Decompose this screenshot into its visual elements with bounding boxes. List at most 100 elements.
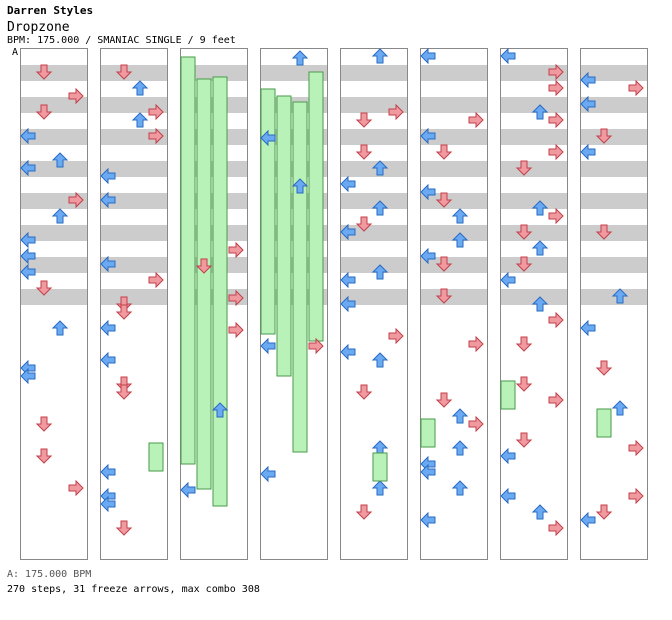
chart-meta: BPM: 175.000 / SMANIAC SINGLE / 9 feet xyxy=(7,35,236,46)
down-arrow-icon xyxy=(355,384,373,400)
beat-band xyxy=(101,161,167,177)
left-arrow-icon xyxy=(100,463,116,481)
up-arrow-icon xyxy=(51,320,69,336)
beat-band xyxy=(341,161,407,177)
up-arrow-icon xyxy=(51,208,69,224)
beat-band xyxy=(581,257,647,273)
freeze-arrow xyxy=(500,380,516,410)
left-arrow-icon xyxy=(340,295,356,313)
up-arrow-icon xyxy=(531,296,549,312)
beat-band xyxy=(341,289,407,305)
left-arrow-icon xyxy=(580,511,596,529)
beat-band xyxy=(181,65,247,81)
down-arrow-icon xyxy=(595,224,613,240)
down-arrow-icon xyxy=(115,64,133,80)
up-arrow-icon xyxy=(451,408,469,424)
right-arrow-icon xyxy=(548,111,564,129)
up-arrow-icon xyxy=(371,160,389,176)
beat-band xyxy=(21,65,87,81)
left-arrow-icon xyxy=(500,271,516,289)
left-arrow-icon xyxy=(420,511,436,529)
freeze-arrow xyxy=(420,418,436,448)
down-arrow-icon xyxy=(515,256,533,272)
down-arrow-icon xyxy=(595,504,613,520)
left-arrow-icon xyxy=(100,167,116,185)
beat-band xyxy=(421,289,487,305)
freeze-arrow xyxy=(180,56,196,465)
down-arrow-icon xyxy=(515,224,533,240)
beat-band xyxy=(501,257,567,273)
right-arrow-icon xyxy=(548,63,564,81)
left-arrow-icon xyxy=(20,159,36,177)
up-arrow-icon xyxy=(531,104,549,120)
down-arrow-icon xyxy=(595,128,613,144)
left-arrow-icon xyxy=(580,71,596,89)
beat-band xyxy=(581,193,647,209)
left-arrow-icon xyxy=(20,367,36,385)
down-arrow-icon xyxy=(435,288,453,304)
left-arrow-icon xyxy=(500,487,516,505)
beat-band xyxy=(501,289,567,305)
freeze-arrow xyxy=(596,408,612,438)
left-arrow-icon xyxy=(100,319,116,337)
right-arrow-icon xyxy=(148,127,164,145)
freeze-arrow xyxy=(372,452,388,482)
left-arrow-icon xyxy=(340,223,356,241)
up-arrow-icon xyxy=(211,402,229,418)
down-arrow-icon xyxy=(355,112,373,128)
up-arrow-icon xyxy=(451,480,469,496)
freeze-arrow xyxy=(212,76,228,507)
left-arrow-icon xyxy=(180,481,196,499)
beat-band xyxy=(581,289,647,305)
down-arrow-icon xyxy=(35,104,53,120)
beat-band xyxy=(421,65,487,81)
left-arrow-icon xyxy=(260,337,276,355)
beat-band xyxy=(341,129,407,145)
beat-band xyxy=(21,129,87,145)
left-arrow-icon xyxy=(20,263,36,281)
left-arrow-icon xyxy=(500,47,516,65)
beat-band xyxy=(581,161,647,177)
right-arrow-icon xyxy=(388,103,404,121)
artist-name: Darren Styles xyxy=(7,4,94,17)
up-arrow-icon xyxy=(371,200,389,216)
up-arrow-icon xyxy=(451,440,469,456)
right-arrow-icon xyxy=(548,391,564,409)
left-arrow-icon xyxy=(580,95,596,113)
beat-band xyxy=(581,129,647,145)
left-arrow-icon xyxy=(420,183,436,201)
down-arrow-icon xyxy=(515,432,533,448)
beat-band xyxy=(101,225,167,241)
right-arrow-icon xyxy=(468,111,484,129)
left-arrow-icon xyxy=(340,343,356,361)
right-arrow-icon xyxy=(228,321,244,339)
right-arrow-icon xyxy=(468,335,484,353)
up-arrow-icon xyxy=(291,178,309,194)
up-arrow-icon xyxy=(51,152,69,168)
beat-band xyxy=(21,289,87,305)
beat-band xyxy=(501,97,567,113)
beat-band xyxy=(421,161,487,177)
freeze-arrow xyxy=(308,71,324,342)
freeze-arrow xyxy=(196,78,212,490)
left-arrow-icon xyxy=(420,47,436,65)
right-arrow-icon xyxy=(228,241,244,259)
down-arrow-icon xyxy=(355,216,373,232)
up-arrow-icon xyxy=(131,80,149,96)
beat-band xyxy=(101,289,167,305)
beat-band xyxy=(421,129,487,145)
beat-band xyxy=(101,65,167,81)
beat-band xyxy=(21,225,87,241)
beat-band xyxy=(21,257,87,273)
down-arrow-icon xyxy=(355,144,373,160)
beat-band xyxy=(101,193,167,209)
up-arrow-icon xyxy=(371,48,389,64)
down-arrow-icon xyxy=(35,416,53,432)
right-arrow-icon xyxy=(228,289,244,307)
left-arrow-icon xyxy=(260,465,276,483)
left-arrow-icon xyxy=(580,319,596,337)
down-arrow-icon xyxy=(435,256,453,272)
freeze-arrow xyxy=(276,95,292,377)
beat-band xyxy=(581,65,647,81)
